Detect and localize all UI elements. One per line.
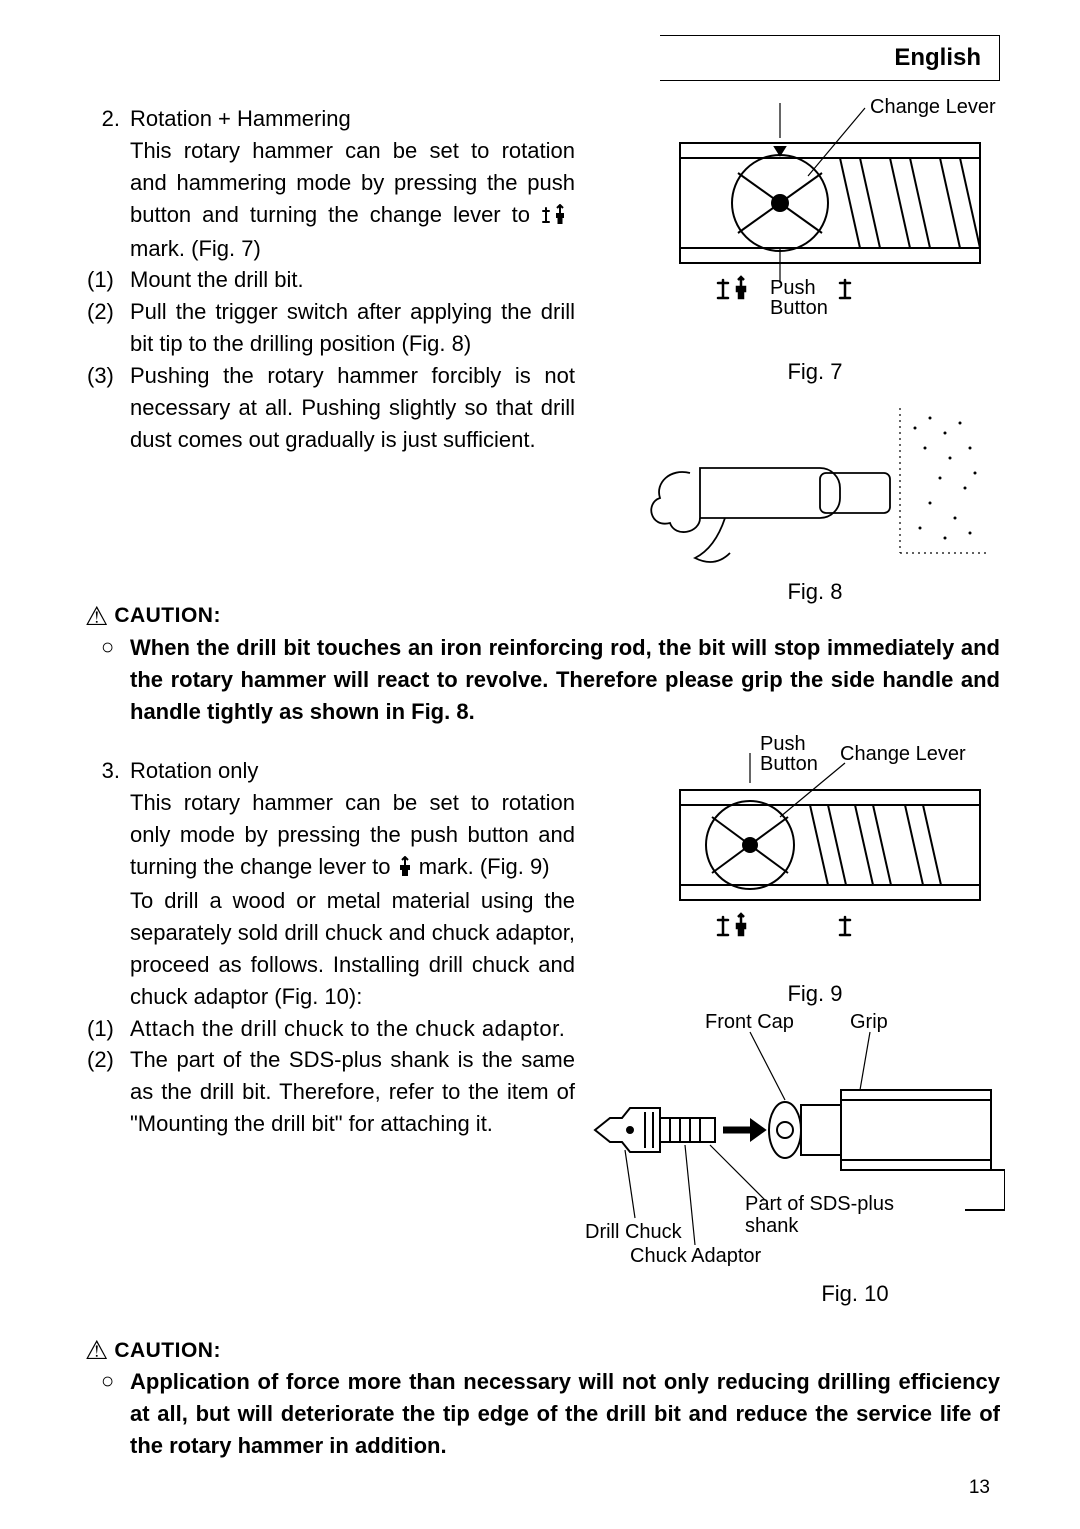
section2-item3-text: Pushing the rotary hammer forcibly is no… — [130, 360, 575, 456]
section3-p2: To drill a wood or metal material using … — [130, 885, 575, 1013]
header-language: English — [660, 35, 1000, 81]
fig10-drill-chuck-label: Drill Chuck — [585, 1221, 683, 1243]
fig10-grip-label: Grip — [850, 1011, 888, 1033]
fig7-push-label-1: Push — [770, 277, 816, 299]
section3-title: Rotation only — [130, 755, 575, 787]
caution2-bullet: ○ — [85, 1366, 130, 1394]
section2-item2-text: Pull the trigger switch after applying t… — [130, 296, 575, 360]
caution2-text: Application of force more than necessary… — [130, 1366, 1000, 1462]
caution-icon-2: ⚠ — [85, 1335, 108, 1366]
fig7-diagram: Change Lever Push Button — [630, 98, 1000, 348]
section2-item2-num: (2) — [85, 296, 130, 328]
fig10-front-cap-label: Front Cap — [705, 1011, 794, 1033]
section2-item3-num: (3) — [85, 360, 130, 392]
section3-item2-text: The part of the SDS-plus shank is the sa… — [130, 1044, 575, 1140]
hammer-drill-mark-icon — [541, 201, 575, 233]
caution1-word: CAUTION: — [114, 604, 221, 628]
section3-item1-num: (1) — [85, 1013, 130, 1045]
section3-item1-text: Attach the drill chuck to the chuck adap… — [130, 1013, 575, 1045]
section3-number: 3. — [85, 755, 130, 787]
section2-p1: This rotary hammer can be set to rotatio… — [130, 135, 575, 265]
fig7-push-label-2: Button — [770, 297, 828, 319]
caution1-bullet: ○ — [85, 632, 130, 660]
page-number: 13 — [969, 1477, 990, 1499]
fig10-caption: Fig. 10 — [705, 1281, 1005, 1307]
section2-number: 2. — [85, 103, 130, 135]
drill-mark-icon — [397, 853, 413, 885]
fig9-change-lever-label: Change Lever — [840, 743, 966, 765]
fig7-change-lever-label: Change Lever — [870, 98, 996, 118]
fig10-chuck-adaptor-label: Chuck Adaptor — [630, 1245, 762, 1267]
fig9-push-label-2: Button — [760, 753, 818, 775]
fig8-caption: Fig. 8 — [630, 579, 1000, 605]
section2-item1-text: Mount the drill bit. — [130, 264, 575, 296]
section2-item1-num: (1) — [85, 264, 130, 296]
fig10-sds-label-1: Part of SDS-plus — [745, 1193, 894, 1215]
fig10-sds-label-2: shank — [745, 1215, 799, 1237]
language-label: English — [894, 44, 981, 71]
section3-p1: This rotary hammer can be set to rotatio… — [130, 787, 575, 885]
section2-title: Rotation + Hammering — [130, 103, 575, 135]
caution-icon: ⚠ — [85, 601, 108, 632]
fig10-diagram: Front Cap Grip Drill Chuck Part of SDS-p… — [575, 1000, 1005, 1270]
fig8-diagram — [630, 388, 1000, 568]
fig9-diagram: Push Button Change Lever — [630, 735, 1000, 970]
fig7-caption: Fig. 7 — [630, 359, 1000, 385]
caution2-word: CAUTION: — [114, 1339, 221, 1363]
fig9-push-label-1: Push — [760, 735, 806, 755]
caution1-text: When the drill bit touches an iron reinf… — [130, 632, 1000, 728]
section3-item2-num: (2) — [85, 1044, 130, 1076]
